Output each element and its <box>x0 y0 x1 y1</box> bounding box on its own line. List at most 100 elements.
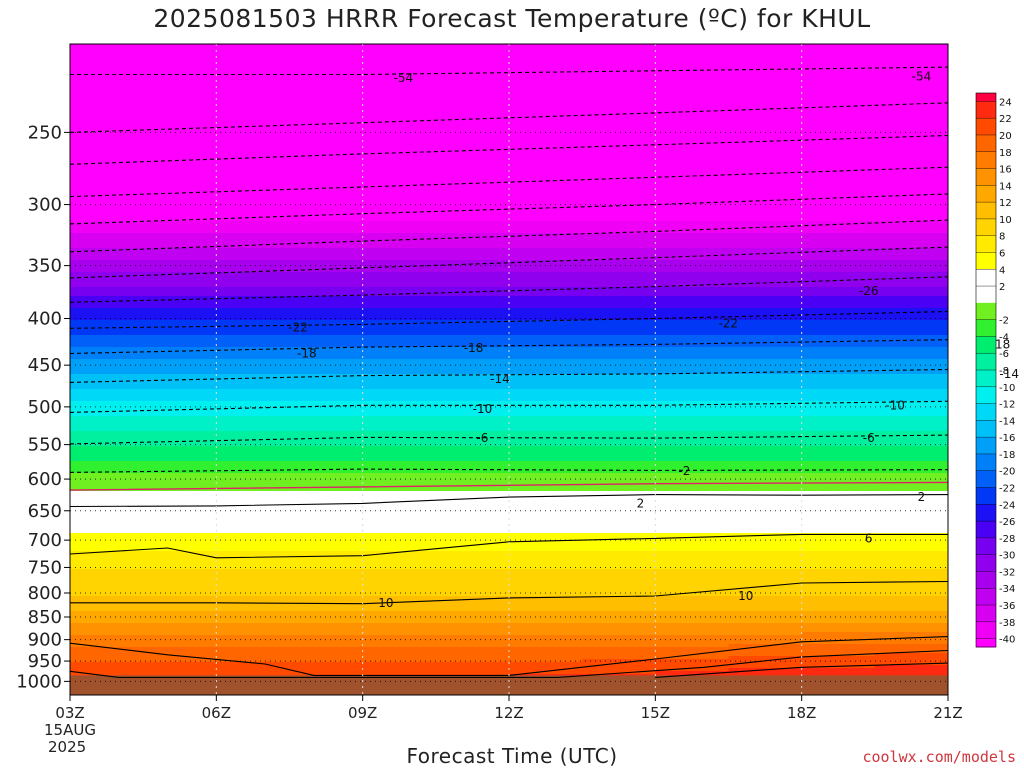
field-cell <box>655 623 729 627</box>
field-cell <box>655 551 729 555</box>
field-cell <box>216 107 290 111</box>
field-cell <box>362 59 437 63</box>
field-cell <box>728 221 803 225</box>
field-cell <box>216 671 290 675</box>
field-cell <box>289 89 364 93</box>
field-cell <box>874 527 949 531</box>
field-cell <box>216 539 290 543</box>
field-cell <box>143 266 217 270</box>
field-cell <box>216 581 290 585</box>
field-cell <box>509 143 583 147</box>
field-cell <box>289 344 364 348</box>
field-cell <box>655 410 729 414</box>
field-cell <box>728 50 803 54</box>
colorbar-cell <box>976 101 996 111</box>
field-cell <box>655 458 729 462</box>
field-cell <box>801 281 876 285</box>
field-cell <box>801 467 876 471</box>
field-cell <box>289 443 364 447</box>
field-cell <box>801 539 876 543</box>
field-cell <box>509 548 583 552</box>
field-cell <box>655 197 729 201</box>
colorbar-label: -26 <box>999 517 1015 528</box>
field-cell <box>801 314 876 318</box>
field-cell <box>143 296 217 300</box>
field-cell <box>435 608 510 612</box>
field-cell <box>874 635 949 639</box>
field-cell <box>509 149 583 153</box>
field-cell <box>582 203 656 207</box>
field-cell <box>655 614 729 618</box>
field-cell <box>143 191 217 195</box>
field-cell <box>143 161 217 165</box>
field-cell <box>655 239 729 243</box>
field-cell <box>143 530 217 534</box>
field-cell <box>582 314 656 318</box>
field-cell <box>801 134 876 138</box>
field-cell <box>362 302 437 306</box>
field-cell <box>509 290 583 294</box>
field-cell <box>216 455 290 459</box>
field-cell <box>289 647 364 651</box>
field-cell <box>728 158 803 162</box>
field-cell <box>728 305 803 309</box>
field-cell <box>216 191 290 195</box>
field-cell <box>435 269 510 273</box>
field-cell <box>801 494 876 498</box>
field-cell <box>655 485 729 489</box>
field-cell <box>582 98 656 102</box>
field-cell <box>143 446 217 450</box>
field-cell <box>582 344 656 348</box>
field-cell <box>70 596 144 600</box>
y-tick-label: 900 <box>28 630 62 651</box>
field-cell <box>362 566 437 570</box>
field-cell <box>509 587 583 591</box>
field-cell <box>143 560 217 564</box>
field-cell <box>801 260 876 264</box>
field-cell <box>216 185 290 189</box>
field-cell <box>70 491 144 495</box>
field-cell <box>655 314 729 318</box>
field-cell <box>143 458 217 462</box>
field-cell <box>582 278 656 282</box>
field-cell <box>582 227 656 231</box>
field-cell <box>216 110 290 114</box>
field-cell <box>801 626 876 630</box>
x-tick-label: 03Z <box>55 704 84 722</box>
colorbar-cell <box>976 638 996 648</box>
field-cell <box>801 662 876 666</box>
field-cell <box>70 626 144 630</box>
field-cell <box>143 380 217 384</box>
field-cell <box>289 203 364 207</box>
field-cell <box>801 86 876 90</box>
colorbar-cell <box>976 428 996 438</box>
field-cell <box>582 50 656 54</box>
field-cell <box>362 377 437 381</box>
field-cell <box>143 311 217 315</box>
field-cell <box>655 644 729 648</box>
credit-link[interactable]: coolwx.com/models <box>862 748 1016 766</box>
field-cell <box>70 665 144 669</box>
field-cell <box>435 260 510 264</box>
colorbar-cell <box>976 269 996 279</box>
field-cell <box>216 398 290 402</box>
date-label-year: 2025 <box>48 738 87 756</box>
field-cell <box>362 395 437 399</box>
field-cell <box>435 671 510 675</box>
field-cell <box>289 173 364 177</box>
field-cell <box>70 272 144 276</box>
field-cell <box>728 173 803 177</box>
field-cell <box>655 599 729 603</box>
field-cell <box>289 377 364 381</box>
field-cell <box>362 530 437 534</box>
field-cell <box>216 635 290 639</box>
field-cell <box>289 467 364 471</box>
field-cell <box>801 137 876 141</box>
field-cell <box>509 329 583 333</box>
field-cell <box>801 404 876 408</box>
field-cell <box>582 614 656 618</box>
field-cell <box>435 515 510 519</box>
field-cell <box>289 575 364 579</box>
field-cell <box>655 407 729 411</box>
field-cell <box>509 464 583 468</box>
